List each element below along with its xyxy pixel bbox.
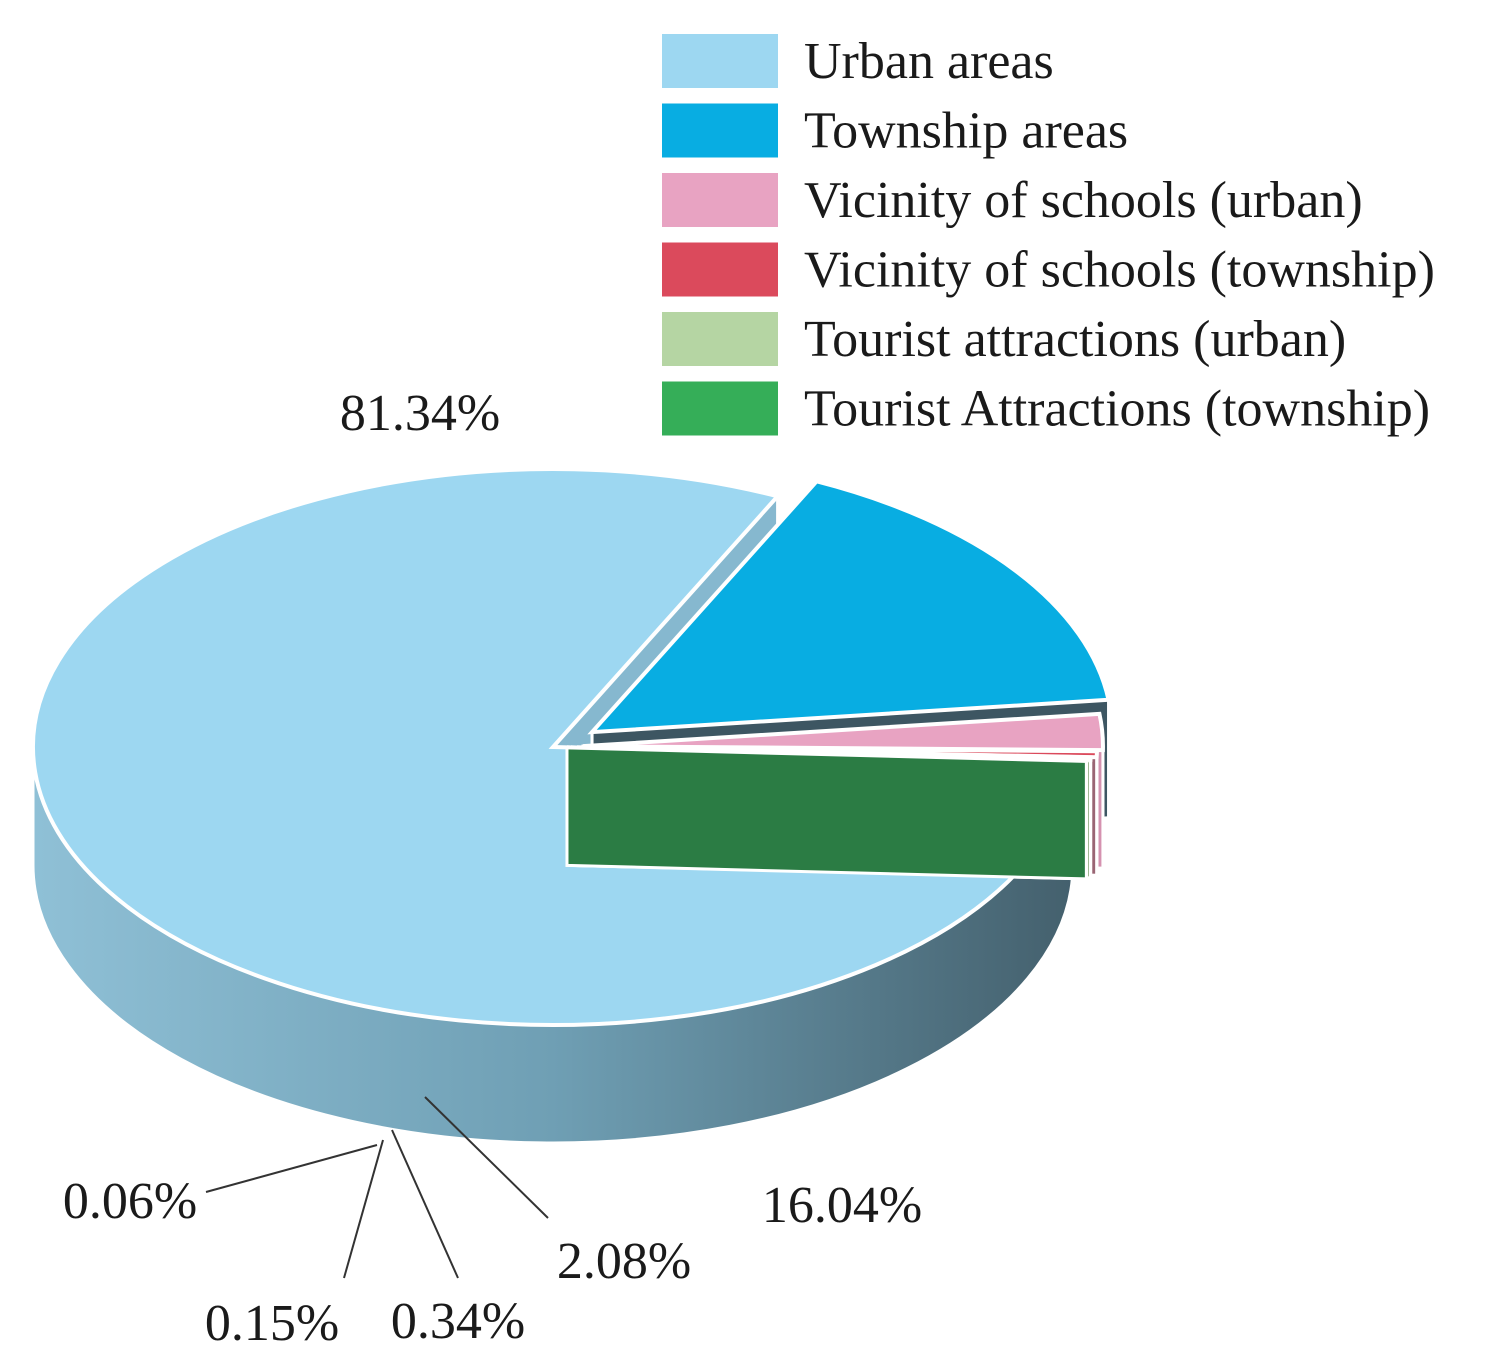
legend-label-4: Vicinity of schools (township) — [804, 242, 1435, 299]
legend-item-2: Township areas — [662, 103, 1128, 160]
leader-line-4 — [391, 1129, 459, 1279]
legend-item-1: Urban areas — [662, 33, 1054, 90]
legend-label-5: Tourist attractions (urban) — [804, 311, 1346, 368]
legend-label-1: Urban areas — [804, 33, 1054, 90]
legend-item-4: Vicinity of schools (township) — [662, 242, 1435, 299]
data-label-4: 0.34% — [391, 1293, 525, 1350]
pie-slice-top-3 — [582, 711, 1105, 753]
legend-item-3: Vicinity of schools (urban) — [662, 172, 1363, 229]
legend-swatch-4 — [662, 242, 778, 297]
legend-swatch-2 — [662, 103, 778, 158]
data-label-5: 0.15% — [205, 1295, 339, 1352]
legend-label-2: Township areas — [804, 103, 1128, 160]
data-label-6: 0.06% — [63, 1173, 197, 1230]
pie-slice-wall-6-1 — [565, 745, 1088, 881]
legend-swatch-3 — [662, 173, 778, 227]
legend-item-5: Tourist attractions (urban) — [662, 311, 1346, 368]
pie-slice-6 — [565, 745, 1089, 881]
pie-slice-top-2 — [587, 479, 1111, 735]
pie-slice-top-6 — [566, 745, 1089, 763]
legend: Urban areas Township areas Vicinity of sch… — [662, 33, 1435, 438]
data-label-2: 16.04% — [762, 1177, 922, 1234]
data-label-1: 81.34% — [340, 385, 500, 442]
leader-line-5 — [343, 1139, 384, 1279]
pie-slice-top-1 — [31, 467, 1075, 1027]
leader-line-3 — [424, 1096, 549, 1219]
leader-line-6 — [205, 1144, 378, 1193]
legend-label-6: Tourist Attractions (township) — [804, 381, 1430, 438]
legend-swatch-1 — [662, 34, 778, 88]
legend-label-3: Vicinity of schools (urban) — [804, 172, 1363, 229]
legend-swatch-6 — [662, 381, 778, 436]
legend-item-6: Tourist Attractions (township) — [662, 381, 1430, 438]
data-label-3: 2.08% — [557, 1233, 691, 1290]
legend-swatch-5 — [662, 312, 778, 366]
